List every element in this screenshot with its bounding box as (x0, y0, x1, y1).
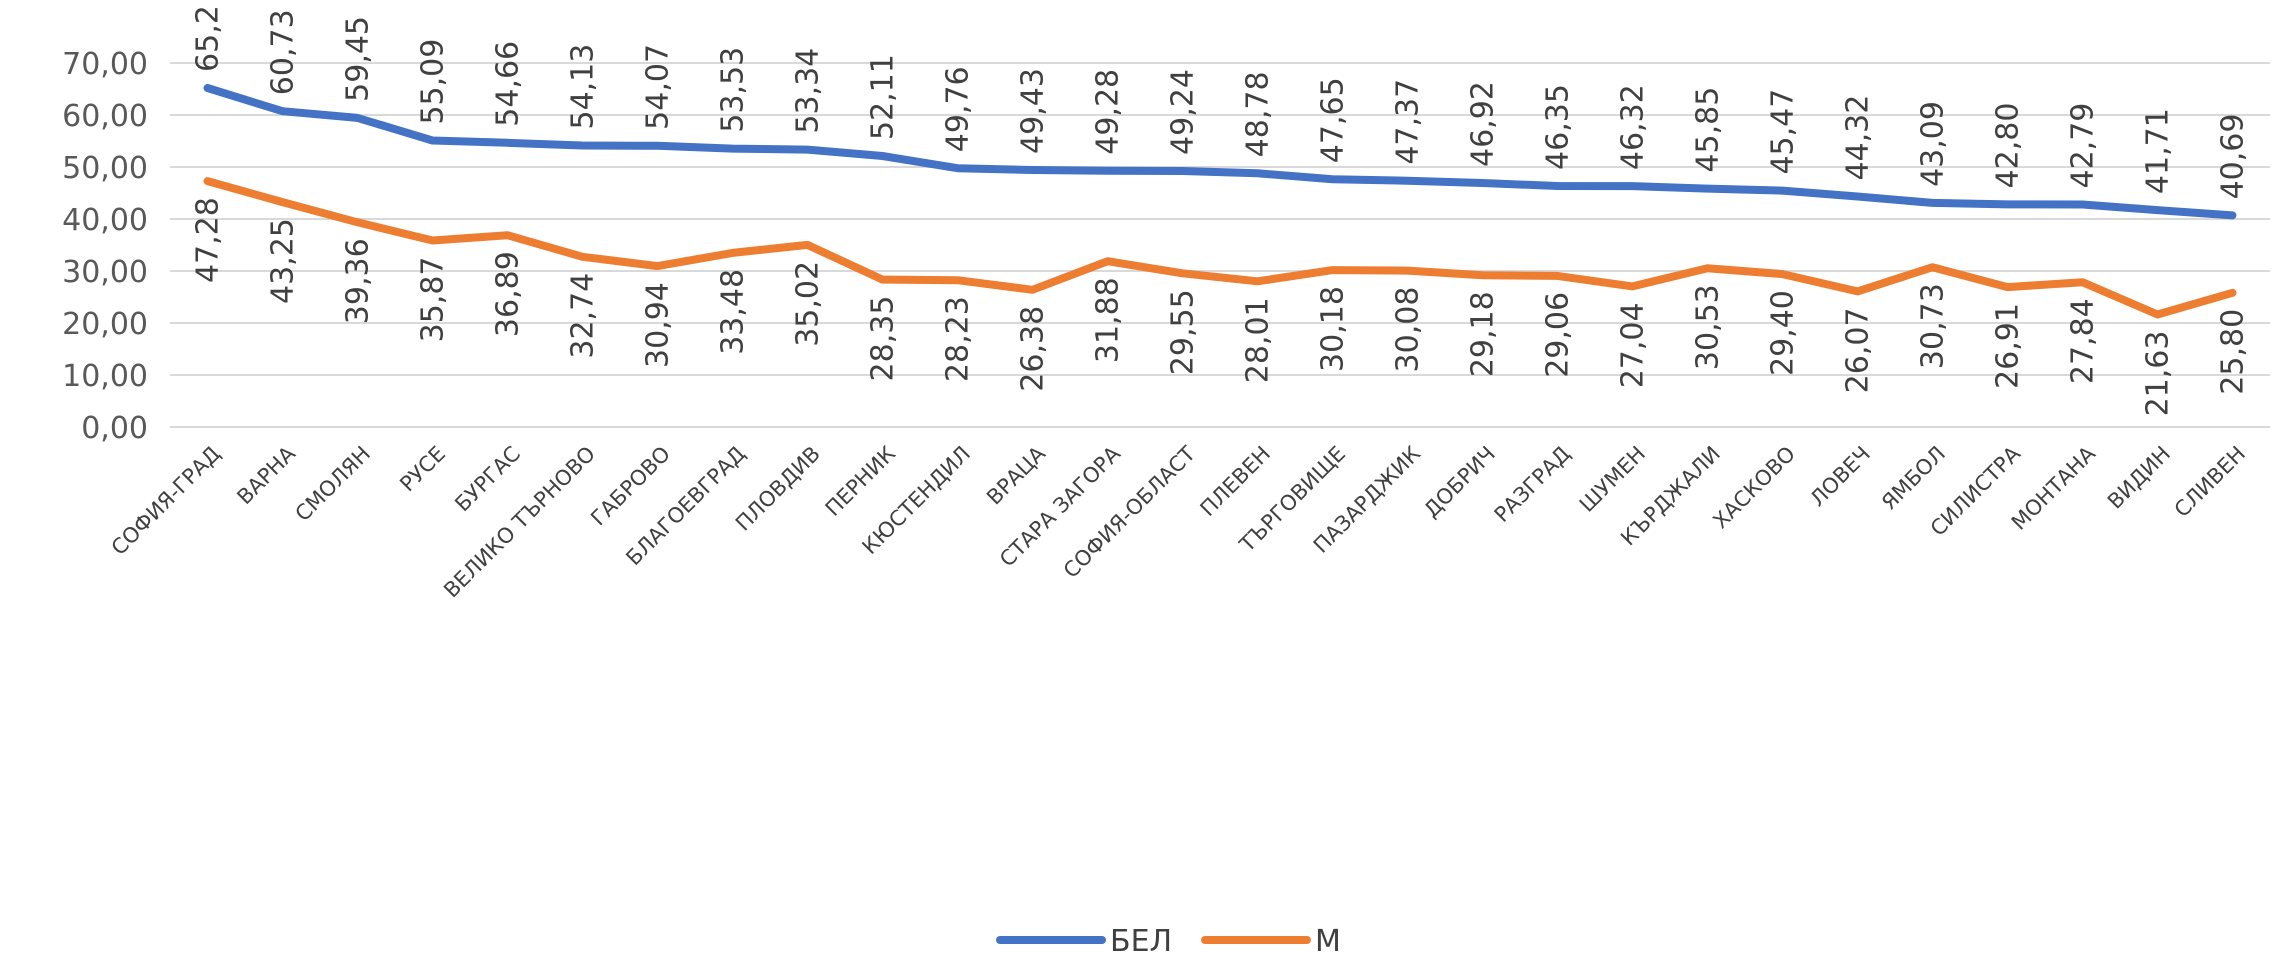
x-tick-label: РУСЕ (395, 442, 450, 497)
y-tick-label: 70,00 (62, 47, 148, 82)
x-tick-label: СОФИЯ-ОБЛАСТ (1059, 441, 1200, 582)
data-label: 32,74 (566, 273, 601, 359)
data-label: 52,11 (866, 54, 901, 140)
x-tick-label: ХАСКОВО (1708, 442, 1800, 534)
y-tick-label: 30,00 (62, 255, 148, 290)
data-label: 28,35 (866, 296, 901, 382)
x-tick-label: ВРАЦА (982, 441, 1050, 509)
data-label: 29,06 (1541, 292, 1576, 378)
data-label: 40,69 (2216, 114, 2251, 200)
series-line-0 (203, 84, 2237, 220)
data-label: 47,65 (1316, 77, 1351, 163)
x-tick-label: СОФИЯ-ГРАД (107, 442, 225, 560)
y-tick-label: 40,00 (62, 203, 148, 238)
data-label: 45,85 (1691, 87, 1726, 173)
data-label: 25,80 (2216, 309, 2251, 395)
y-tick-label: 10,00 (62, 359, 148, 394)
y-tick-label: 20,00 (62, 307, 148, 342)
data-label: 30,08 (1391, 287, 1426, 373)
data-label: 43,25 (266, 218, 301, 304)
y-axis: 0,00 10,00 20,00 30,00 40,00 50,00 60,00 70,00 (62, 47, 148, 446)
gridlines (170, 62, 2270, 428)
x-tick-label: ВЕЛИКО ТЪРНОВО (439, 442, 600, 603)
data-label: 27,04 (1616, 302, 1651, 388)
data-label: 27,84 (2066, 298, 2101, 384)
x-tick-label: ЛОВЕЧ (1805, 442, 1875, 512)
data-label: 30,73 (1916, 283, 1951, 369)
data-labels: 65,2 60,73 59,45 55,09 54,66 54,13 54,07 53,53 5… (191, 5, 2251, 416)
x-tick-label: ВИДИН (2103, 442, 2175, 514)
data-label: 28,01 (1241, 297, 1276, 383)
data-label: 54,07 (641, 44, 676, 130)
data-label: 43,09 (1916, 101, 1951, 187)
data-label: 30,94 (641, 282, 676, 368)
data-label: 30,53 (1691, 284, 1726, 370)
data-label: 42,79 (2066, 103, 2101, 189)
data-label: 48,78 (1241, 71, 1276, 157)
data-label: 26,07 (1841, 307, 1876, 393)
series-lines (203, 84, 2237, 319)
y-tick-label: 0,00 (81, 411, 148, 446)
data-label: 65,2 (191, 5, 226, 72)
x-tick-label: ВАРНА (232, 441, 300, 509)
data-label: 49,76 (941, 66, 976, 152)
data-label: 46,32 (1616, 84, 1651, 170)
data-label: 53,53 (716, 47, 751, 133)
x-tick-label: ПЛЕВЕН (1196, 442, 1275, 521)
legend-label-0: БЕЛ (1110, 924, 1172, 959)
data-label: 49,43 (1016, 68, 1051, 154)
data-label: 28,23 (941, 296, 976, 382)
legend: БЕЛ М (996, 924, 1341, 959)
data-label: 44,32 (1841, 95, 1876, 181)
data-label: 31,88 (1091, 277, 1126, 363)
data-label: 47,28 (191, 197, 226, 283)
x-tick-label: ДОБРИЧ (1419, 442, 1500, 523)
data-label: 42,80 (1991, 103, 2026, 189)
series-line-1 (203, 177, 2237, 319)
data-label: 45,47 (1766, 89, 1801, 175)
data-label: 46,35 (1541, 84, 1576, 170)
data-label: 26,38 (1016, 306, 1051, 392)
x-tick-label: СМОЛЯН (291, 442, 375, 526)
data-label: 36,89 (491, 251, 526, 337)
y-tick-label: 60,00 (62, 99, 148, 134)
data-label: 54,13 (566, 44, 601, 130)
data-label: 53,34 (791, 48, 826, 134)
data-label: 55,09 (416, 39, 451, 125)
data-label: 49,28 (1091, 69, 1126, 155)
data-label: 21,63 (2141, 331, 2176, 417)
data-label: 26,91 (1991, 303, 2026, 389)
data-label: 54,66 (491, 41, 526, 127)
y-tick-label: 50,00 (62, 151, 148, 186)
data-label: 29,18 (1466, 291, 1501, 377)
data-label: 33,48 (716, 269, 751, 355)
data-label: 39,36 (341, 238, 376, 324)
data-label: 59,45 (341, 16, 376, 102)
legend-label-1: М (1315, 924, 1341, 959)
x-tick-label: ШУМЕН (1575, 442, 1650, 517)
data-label: 46,92 (1466, 81, 1501, 167)
data-label: 49,24 (1166, 69, 1201, 155)
x-tick-label: СЛИВЕН (2170, 442, 2250, 522)
data-label: 60,73 (266, 9, 301, 95)
data-label: 29,55 (1166, 289, 1201, 375)
data-label: 30,18 (1316, 286, 1351, 372)
data-label: 29,40 (1766, 290, 1801, 376)
x-tick-label: ПЕРНИК (821, 442, 900, 521)
data-label: 35,87 (416, 256, 451, 342)
data-label: 35,02 (791, 261, 826, 347)
x-tick-label: БУРГАС (450, 442, 525, 517)
x-tick-label: РАЗГРАД (1490, 442, 1575, 527)
x-tick-label: ЯМБОЛ (1877, 442, 1950, 515)
data-label: 41,71 (2141, 108, 2176, 194)
data-label: 47,37 (1391, 79, 1426, 165)
